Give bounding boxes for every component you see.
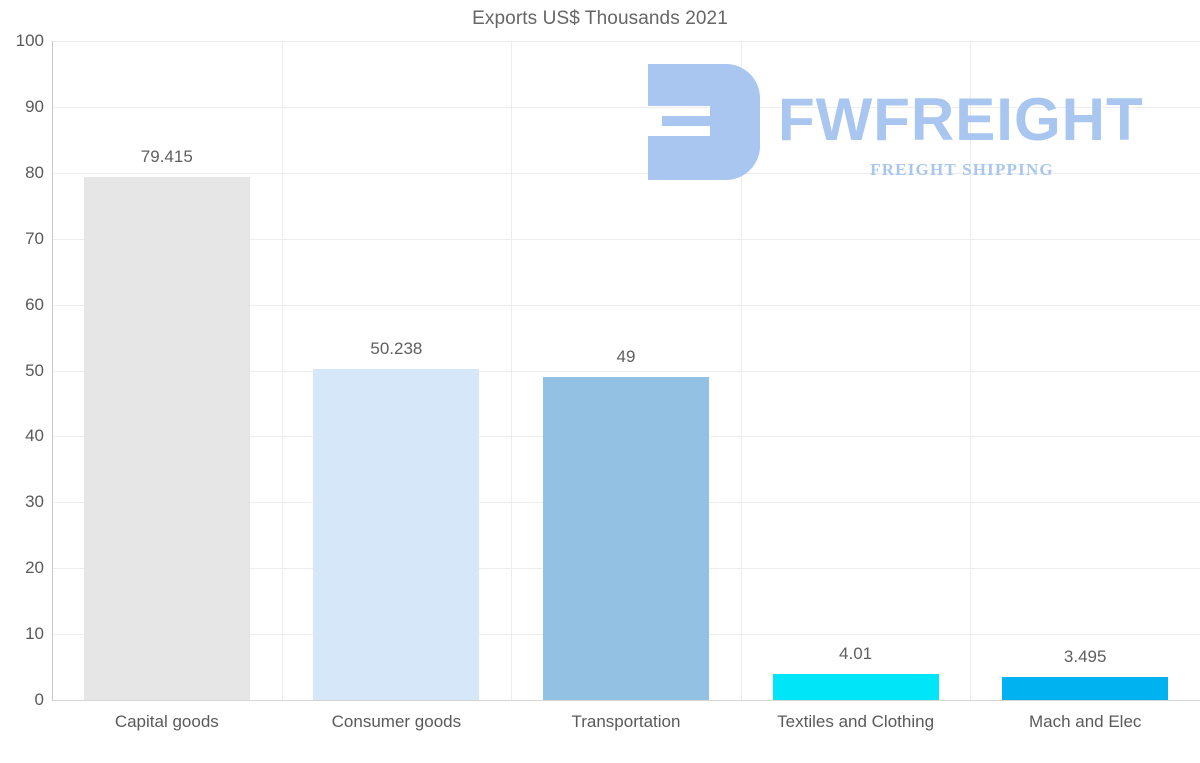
bar-group[interactable]: 49 xyxy=(543,41,709,700)
y-axis-tick-label: 70 xyxy=(25,228,44,248)
bar-value-label: 4.01 xyxy=(839,643,873,663)
bar-value-label: 49 xyxy=(616,347,636,367)
y-axis-tick-label: 20 xyxy=(25,558,44,578)
bar-group[interactable]: 4.01 xyxy=(772,41,939,700)
gridline-horizontal xyxy=(52,106,1200,108)
gridline-horizontal xyxy=(52,304,1200,306)
y-axis-tick-label: 30 xyxy=(25,492,44,512)
gridline-horizontal xyxy=(52,700,1200,701)
bar[interactable] xyxy=(772,673,939,700)
y-axis-tick-label: 90 xyxy=(25,96,44,116)
plot-area: 79.415 50.238 49 4.01 3.495 xyxy=(52,41,1200,701)
x-axis-tick-label: Capital goods xyxy=(114,712,219,731)
gridline-vertical xyxy=(741,41,742,700)
bar[interactable] xyxy=(83,176,250,700)
y-axis-line xyxy=(52,41,53,701)
gridline-vertical xyxy=(511,41,512,700)
bar[interactable] xyxy=(313,368,480,700)
y-axis-tick-label: 40 xyxy=(25,426,44,446)
gridline-horizontal xyxy=(52,41,1200,42)
chart-title: Exports US$ Thousands 2021 xyxy=(472,8,728,29)
gridline-vertical xyxy=(282,41,283,700)
x-axis-tick-label: Mach and Elec xyxy=(1028,712,1142,731)
bar-group[interactable]: 79.415 xyxy=(83,41,250,700)
gridline-horizontal xyxy=(52,172,1200,174)
gridline-vertical xyxy=(970,41,971,700)
y-axis-tick-label: 80 xyxy=(25,162,44,182)
y-axis-tick-label: 100 xyxy=(15,31,44,50)
y-axis-tick-label: 10 xyxy=(25,624,44,644)
x-axis-tick-label: Textiles and Clothing xyxy=(777,712,935,731)
bar-value-label: 50.238 xyxy=(370,338,423,358)
bar[interactable] xyxy=(1002,676,1169,700)
x-axis-tick-label: Consumer goods xyxy=(331,712,462,731)
bar[interactable] xyxy=(543,377,709,700)
y-axis-tick-label: 50 xyxy=(25,360,44,380)
bar-group[interactable]: 50.238 xyxy=(313,41,480,700)
bar-value-label: 79.415 xyxy=(140,146,193,166)
bar-value-label: 3.495 xyxy=(1063,646,1107,666)
gridline-horizontal xyxy=(52,238,1200,240)
x-axis-tick-label: Transportation xyxy=(571,712,681,731)
y-axis: 0 10 20 30 40 50 60 70 80 90 100 xyxy=(0,0,44,763)
gridline-horizontal xyxy=(52,370,1200,372)
bar-group[interactable]: 3.495 xyxy=(1002,41,1169,700)
y-axis-tick-label: 0 xyxy=(34,690,44,709)
y-axis-tick-label: 60 xyxy=(25,294,44,314)
